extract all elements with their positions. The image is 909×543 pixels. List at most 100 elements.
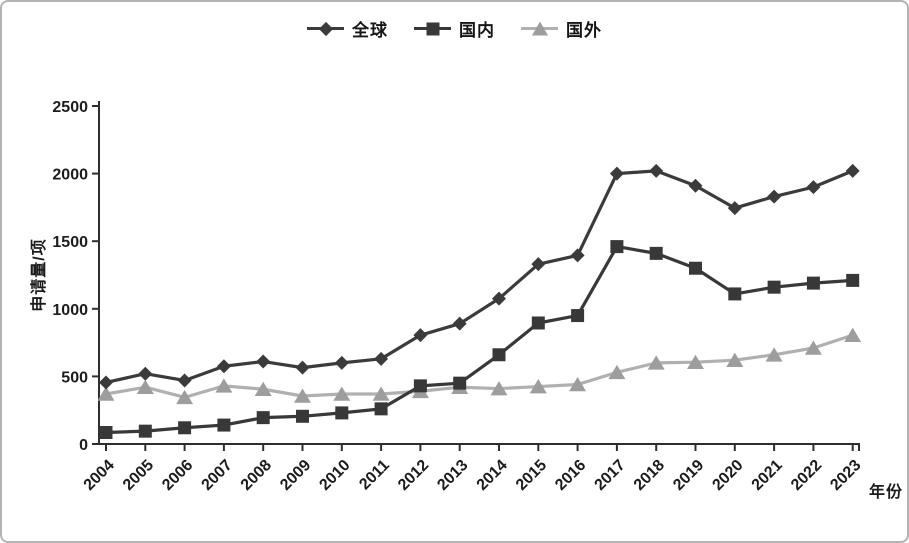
x-tick-label: 2012 [395,457,432,494]
series-domestic-marker [413,379,427,393]
x-tick-label: 2004 [81,457,118,494]
x-tick-label: 2015 [513,457,550,494]
series-domestic-marker [571,309,585,323]
chart-legend: 全球 国内 国外 [2,16,907,41]
y-tick-label: 2500 [52,99,88,116]
series-global-marker [216,359,231,374]
series-global-marker [727,201,742,216]
legend-line-foreign [521,20,558,35]
series-domestic-marker [492,348,506,362]
diamond-marker-icon [318,21,333,36]
series-global-marker [806,180,821,195]
series-foreign-marker [687,354,704,370]
series-global-marker [531,257,546,272]
series-global-marker [452,316,467,331]
series-global-marker [295,360,310,375]
series-global-marker [177,373,192,388]
y-tick-label: 500 [61,369,88,386]
series-domestic-marker [531,316,545,330]
series-global-marker [492,291,506,306]
series-global-marker [413,328,428,343]
x-tick-label: 2006 [159,457,196,494]
series-global-marker [845,163,860,178]
legend-item-domestic: 国内 [414,16,495,41]
x-tick-label: 2019 [670,457,707,494]
series-foreign-marker [569,377,587,392]
series-domestic-marker [138,424,152,438]
series-foreign-marker [765,347,783,362]
series-foreign-marker [608,364,626,380]
x-tick-label: 2017 [592,457,629,494]
x-tick-label: 2016 [552,457,589,494]
x-tick-label: 2021 [749,457,786,494]
series-global-marker [767,189,782,204]
series-global-line [105,169,854,385]
series-foreign-marker [294,388,311,403]
series-foreign-marker [490,381,508,396]
series-domestic-marker [178,421,192,435]
series-foreign-marker [804,340,822,355]
series-domestic-marker [728,287,742,301]
x-axis-title: 年份 [869,482,903,501]
x-tick-label: 2007 [199,457,236,494]
legend-line-domestic [414,22,451,35]
series-domestic-marker [846,273,860,287]
y-tick-label: 2000 [52,167,88,184]
series-global-marker [138,366,153,381]
series-domestic-marker [217,418,231,432]
square-marker-icon [426,22,439,35]
series-domestic-marker [335,406,349,420]
series-global-marker [256,354,271,369]
series-foreign-marker [529,379,547,394]
series-foreign-marker [136,379,154,395]
y-tick-label: 0 [79,437,88,454]
series-global-marker [570,248,585,263]
series-foreign-marker [254,381,272,397]
series-domestic-marker [453,376,467,390]
series-foreign-marker [726,352,744,367]
series-global-marker [649,163,664,178]
x-tick-label: 2011 [356,457,393,494]
series-global-marker [688,178,703,193]
legend-item-foreign: 国外 [521,16,602,41]
series-global-marker [334,355,349,370]
series-domestic-marker [374,402,388,416]
x-tick-label: 2013 [434,457,471,494]
x-tick-label: 2022 [788,457,825,494]
y-tick-label: 1000 [52,302,88,319]
x-tick-label: 2010 [316,457,353,494]
series-domestic-marker [806,276,820,290]
x-tick-label: 2005 [120,457,157,494]
legend-label-global: 全球 [352,21,388,40]
series-global-marker [374,351,389,366]
series-domestic-marker [99,426,113,440]
series-foreign-marker [844,327,862,342]
legend-label-domestic: 国内 [459,21,495,40]
y-axis-title: 申请量/项 [29,238,48,311]
x-tick-label: 2014 [474,457,511,494]
series-foreign-marker [215,378,233,393]
series-domestic-marker [689,261,702,275]
series-domestic-marker [649,246,663,260]
x-tick-label: 2009 [277,457,314,494]
x-tick-label: 2008 [238,457,275,494]
x-tick-label: 2018 [631,457,668,494]
x-tick-label: 2023 [827,457,864,494]
series-foreign-marker [333,386,351,401]
series-foreign-marker [176,389,194,405]
series-foreign-marker [372,386,390,401]
series-foreign-marker [97,386,115,401]
series-domestic-marker [296,409,309,423]
series-global-marker [99,375,113,390]
series-foreign-line [105,333,854,399]
series-domestic-marker [610,240,624,254]
legend-item-global: 全球 [307,16,388,41]
series-domestic-line [105,245,853,435]
x-tick-label: 2020 [709,457,746,494]
series-domestic-marker [767,280,781,294]
series-domestic-marker [256,411,270,425]
legend-label-foreign: 国外 [566,21,602,40]
series-foreign-marker [647,355,665,370]
legend-line-global [307,21,344,36]
